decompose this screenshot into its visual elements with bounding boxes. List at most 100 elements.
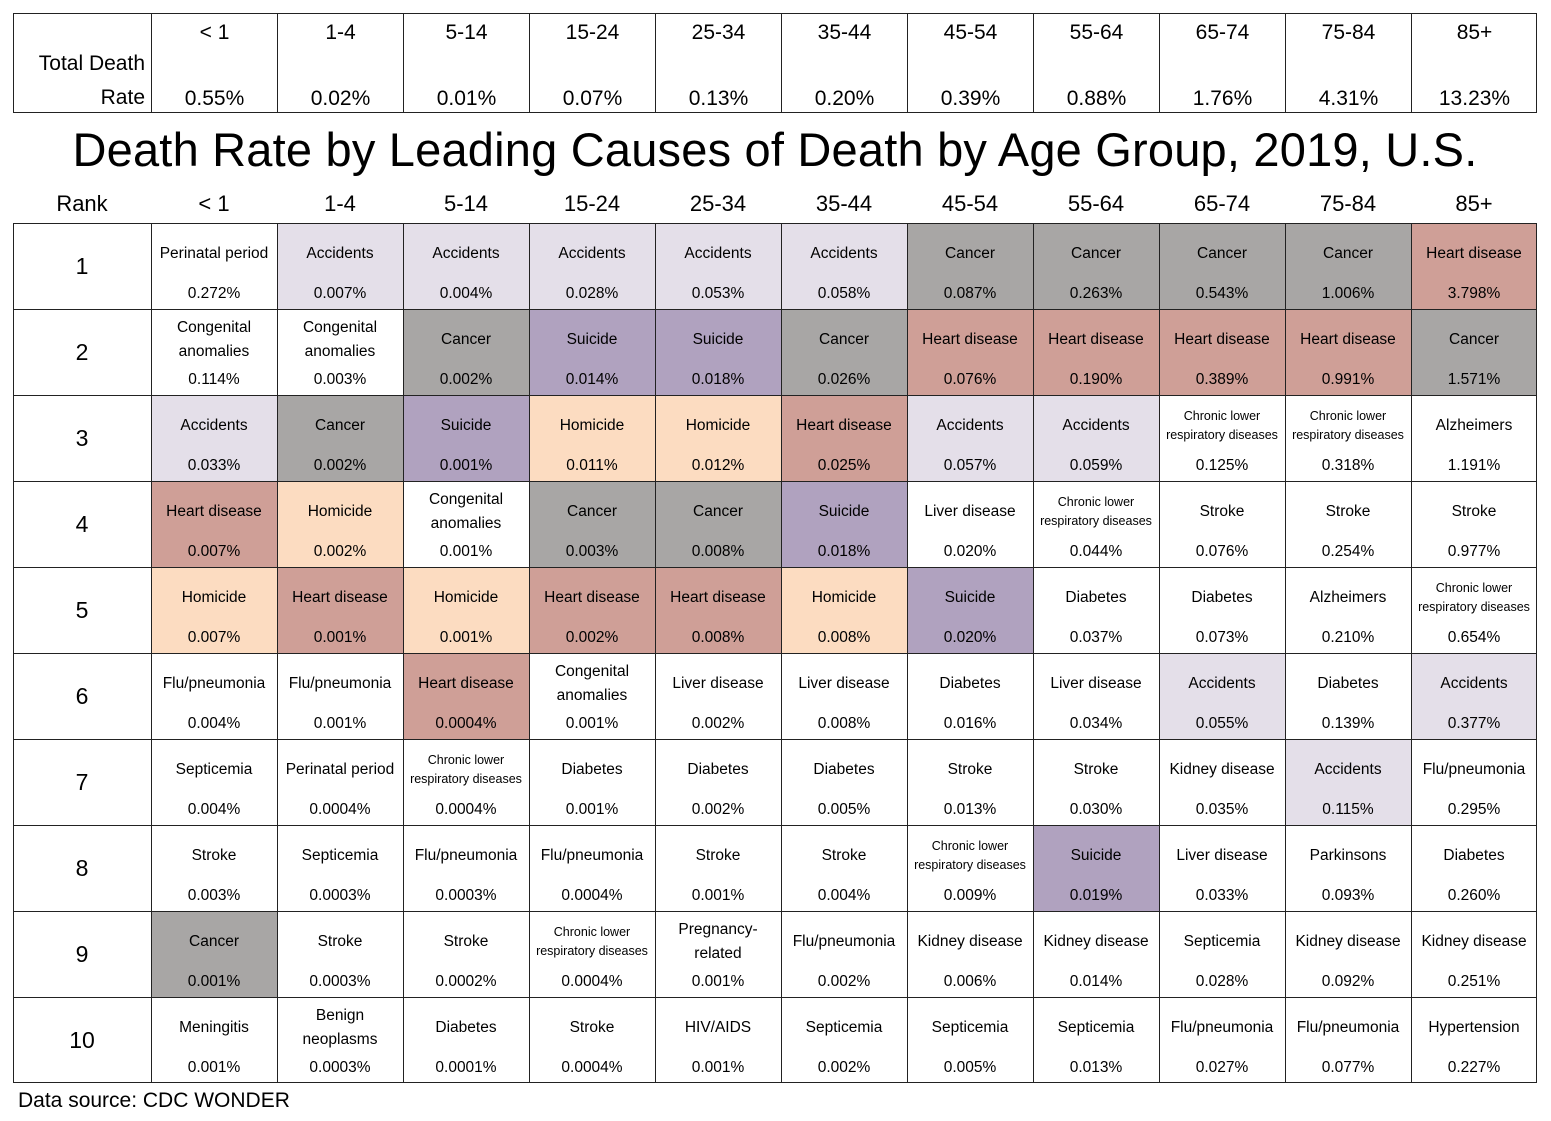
cause-label: Alzheimers [1309, 589, 1387, 606]
death-rate-value: 0.001% [691, 1059, 745, 1076]
death-rate-value: 0.0003% [309, 1059, 371, 1076]
cause-label: Stroke [821, 847, 867, 864]
total-death-rate-label-cell: Total Death Rate [13, 13, 151, 113]
rank-cell: 4 [13, 481, 151, 567]
death-rate-value: 0.543% [1195, 285, 1249, 302]
death-rate-value: 0.389% [1195, 371, 1249, 388]
cause-label: Kidney disease [1295, 933, 1401, 950]
cause-cell: Flu/pneumonia 0.001% [277, 653, 403, 739]
cause-label: Heart disease [166, 503, 262, 520]
cause-cell: Diabetes 0.139% [1285, 653, 1411, 739]
death-rate-value: 0.0003% [309, 887, 371, 904]
cause-label: HIV/AIDS [684, 1019, 752, 1036]
cause-label: Diabetes [939, 675, 1001, 692]
cause-cell: Stroke 0.254% [1285, 481, 1411, 567]
cause-label: Septicemia [931, 1019, 1009, 1036]
death-rate-value: 0.007% [313, 285, 367, 302]
cause-label: Liver disease [798, 675, 890, 692]
death-rate-value: 0.001% [565, 715, 619, 732]
total-death-rate-value: 13.23% [1438, 87, 1511, 110]
death-rate-value: 0.037% [1069, 629, 1123, 646]
death-rate-value: 0.020% [943, 543, 997, 560]
cause-label: Septicemia [1183, 933, 1261, 950]
cause-cell: Homicide 0.011% [529, 395, 655, 481]
age-group-label: 35-44 [817, 21, 872, 44]
cause-cell: Accidents 0.057% [907, 395, 1033, 481]
cause-cell: Chronic lower respiratory diseases 0.0004… [403, 739, 529, 825]
cause-label: Accidents [1062, 417, 1130, 434]
cause-label: Accidents [558, 245, 626, 262]
cause-label: Stroke [1325, 503, 1371, 520]
death-rate-value: 0.013% [1069, 1059, 1123, 1076]
death-rate-value: 0.001% [439, 543, 493, 560]
death-rate-value: 0.007% [187, 543, 241, 560]
cause-cell: Congenital anomalies 0.001% [529, 653, 655, 739]
cause-cell: HIV/AIDS 0.001% [655, 997, 781, 1083]
cause-label: Kidney disease [1043, 933, 1149, 950]
cause-label: Stroke [317, 933, 363, 950]
cause-label: Stroke [1073, 761, 1119, 778]
total-rate-cell-35-44: 35-44 0.20% [781, 13, 907, 113]
cause-cell: Accidents 0.033% [151, 395, 277, 481]
cause-label: Liver disease [672, 675, 764, 692]
rank-number: 9 [75, 941, 89, 967]
total-rate-cell-1-4: 1-4 0.02% [277, 13, 403, 113]
cause-label: Septicemia [805, 1019, 883, 1036]
cause-label: Stroke [191, 847, 237, 864]
cause-cell: Congenital anomalies 0.114% [151, 309, 277, 395]
cause-cell: Accidents 0.007% [277, 223, 403, 309]
cause-label: Kidney disease [1421, 933, 1527, 950]
cause-cell: Cancer 0.087% [907, 223, 1033, 309]
cause-cell: Stroke 0.076% [1159, 481, 1285, 567]
cause-cell: Stroke 0.004% [781, 825, 907, 911]
cause-label: Cancer [567, 503, 617, 520]
death-rate-value: 0.033% [1195, 887, 1249, 904]
total-death-rate-value: 0.55% [184, 87, 245, 110]
column-header: 55-64 [1067, 191, 1125, 216]
death-rate-value: 0.011% [566, 457, 618, 474]
rank-cell: 10 [13, 997, 151, 1083]
cause-cell: Heart disease 0.001% [277, 567, 403, 653]
death-rate-value: 0.210% [1321, 629, 1375, 646]
cause-label: Cancer [315, 417, 365, 434]
cause-label: Accidents [1188, 675, 1256, 692]
cause-cell: Accidents 0.058% [781, 223, 907, 309]
cause-cell: Chronic lower respiratory diseases 0.654% [1411, 567, 1537, 653]
cause-cell: Flu/pneumonia 0.0003% [403, 825, 529, 911]
cause-label: Stroke [695, 847, 741, 864]
total-death-rate-value: 0.02% [310, 87, 371, 110]
cause-cell: Heart disease 0.0004% [403, 653, 529, 739]
cause-label: Cancer [819, 331, 869, 348]
cause-label: Liver disease [1050, 675, 1142, 692]
cause-cell: Diabetes 0.016% [907, 653, 1033, 739]
death-rate-value: 0.028% [1195, 973, 1249, 990]
rank-cell: 1 [13, 223, 151, 309]
cause-of-death-table: 1 Perinatal period 0.272% Accidents 0.007% Ac… [13, 223, 1537, 1083]
death-rate-value: 0.093% [1321, 887, 1375, 904]
cause-cell: Cancer 0.026% [781, 309, 907, 395]
cause-cell: Cancer 0.543% [1159, 223, 1285, 309]
death-rate-value: 0.073% [1195, 629, 1249, 646]
cause-cell: Liver disease 0.008% [781, 653, 907, 739]
death-rate-value: 0.002% [439, 371, 493, 388]
total-rate-cell-under-1: < 1 0.55% [151, 13, 277, 113]
cause-cell: Septicemia 0.002% [781, 997, 907, 1083]
death-rate-value: 0.295% [1447, 801, 1501, 818]
cause-cell: Suicide 0.020% [907, 567, 1033, 653]
cause-label: Heart disease [1300, 331, 1396, 348]
cause-label: Septicemia [301, 847, 379, 864]
cause-label: Homicide [433, 589, 499, 606]
rank-number: 10 [69, 1027, 95, 1053]
cause-cell: Suicide 0.001% [403, 395, 529, 481]
rank-cell: 2 [13, 309, 151, 395]
cause-cell: Congenital anomalies 0.003% [277, 309, 403, 395]
age-group-label: < 1 [199, 21, 230, 44]
death-rate-value: 0.087% [943, 285, 997, 302]
death-rate-value: 0.0003% [309, 973, 371, 990]
cause-cell: Diabetes 0.073% [1159, 567, 1285, 653]
total-rate-cell-45-54: 45-54 0.39% [907, 13, 1033, 113]
death-rate-value: 0.009% [943, 887, 997, 904]
cause-cell: Septicemia 0.004% [151, 739, 277, 825]
death-rate-value: 0.053% [691, 285, 745, 302]
death-rate-value: 0.0003% [435, 887, 497, 904]
